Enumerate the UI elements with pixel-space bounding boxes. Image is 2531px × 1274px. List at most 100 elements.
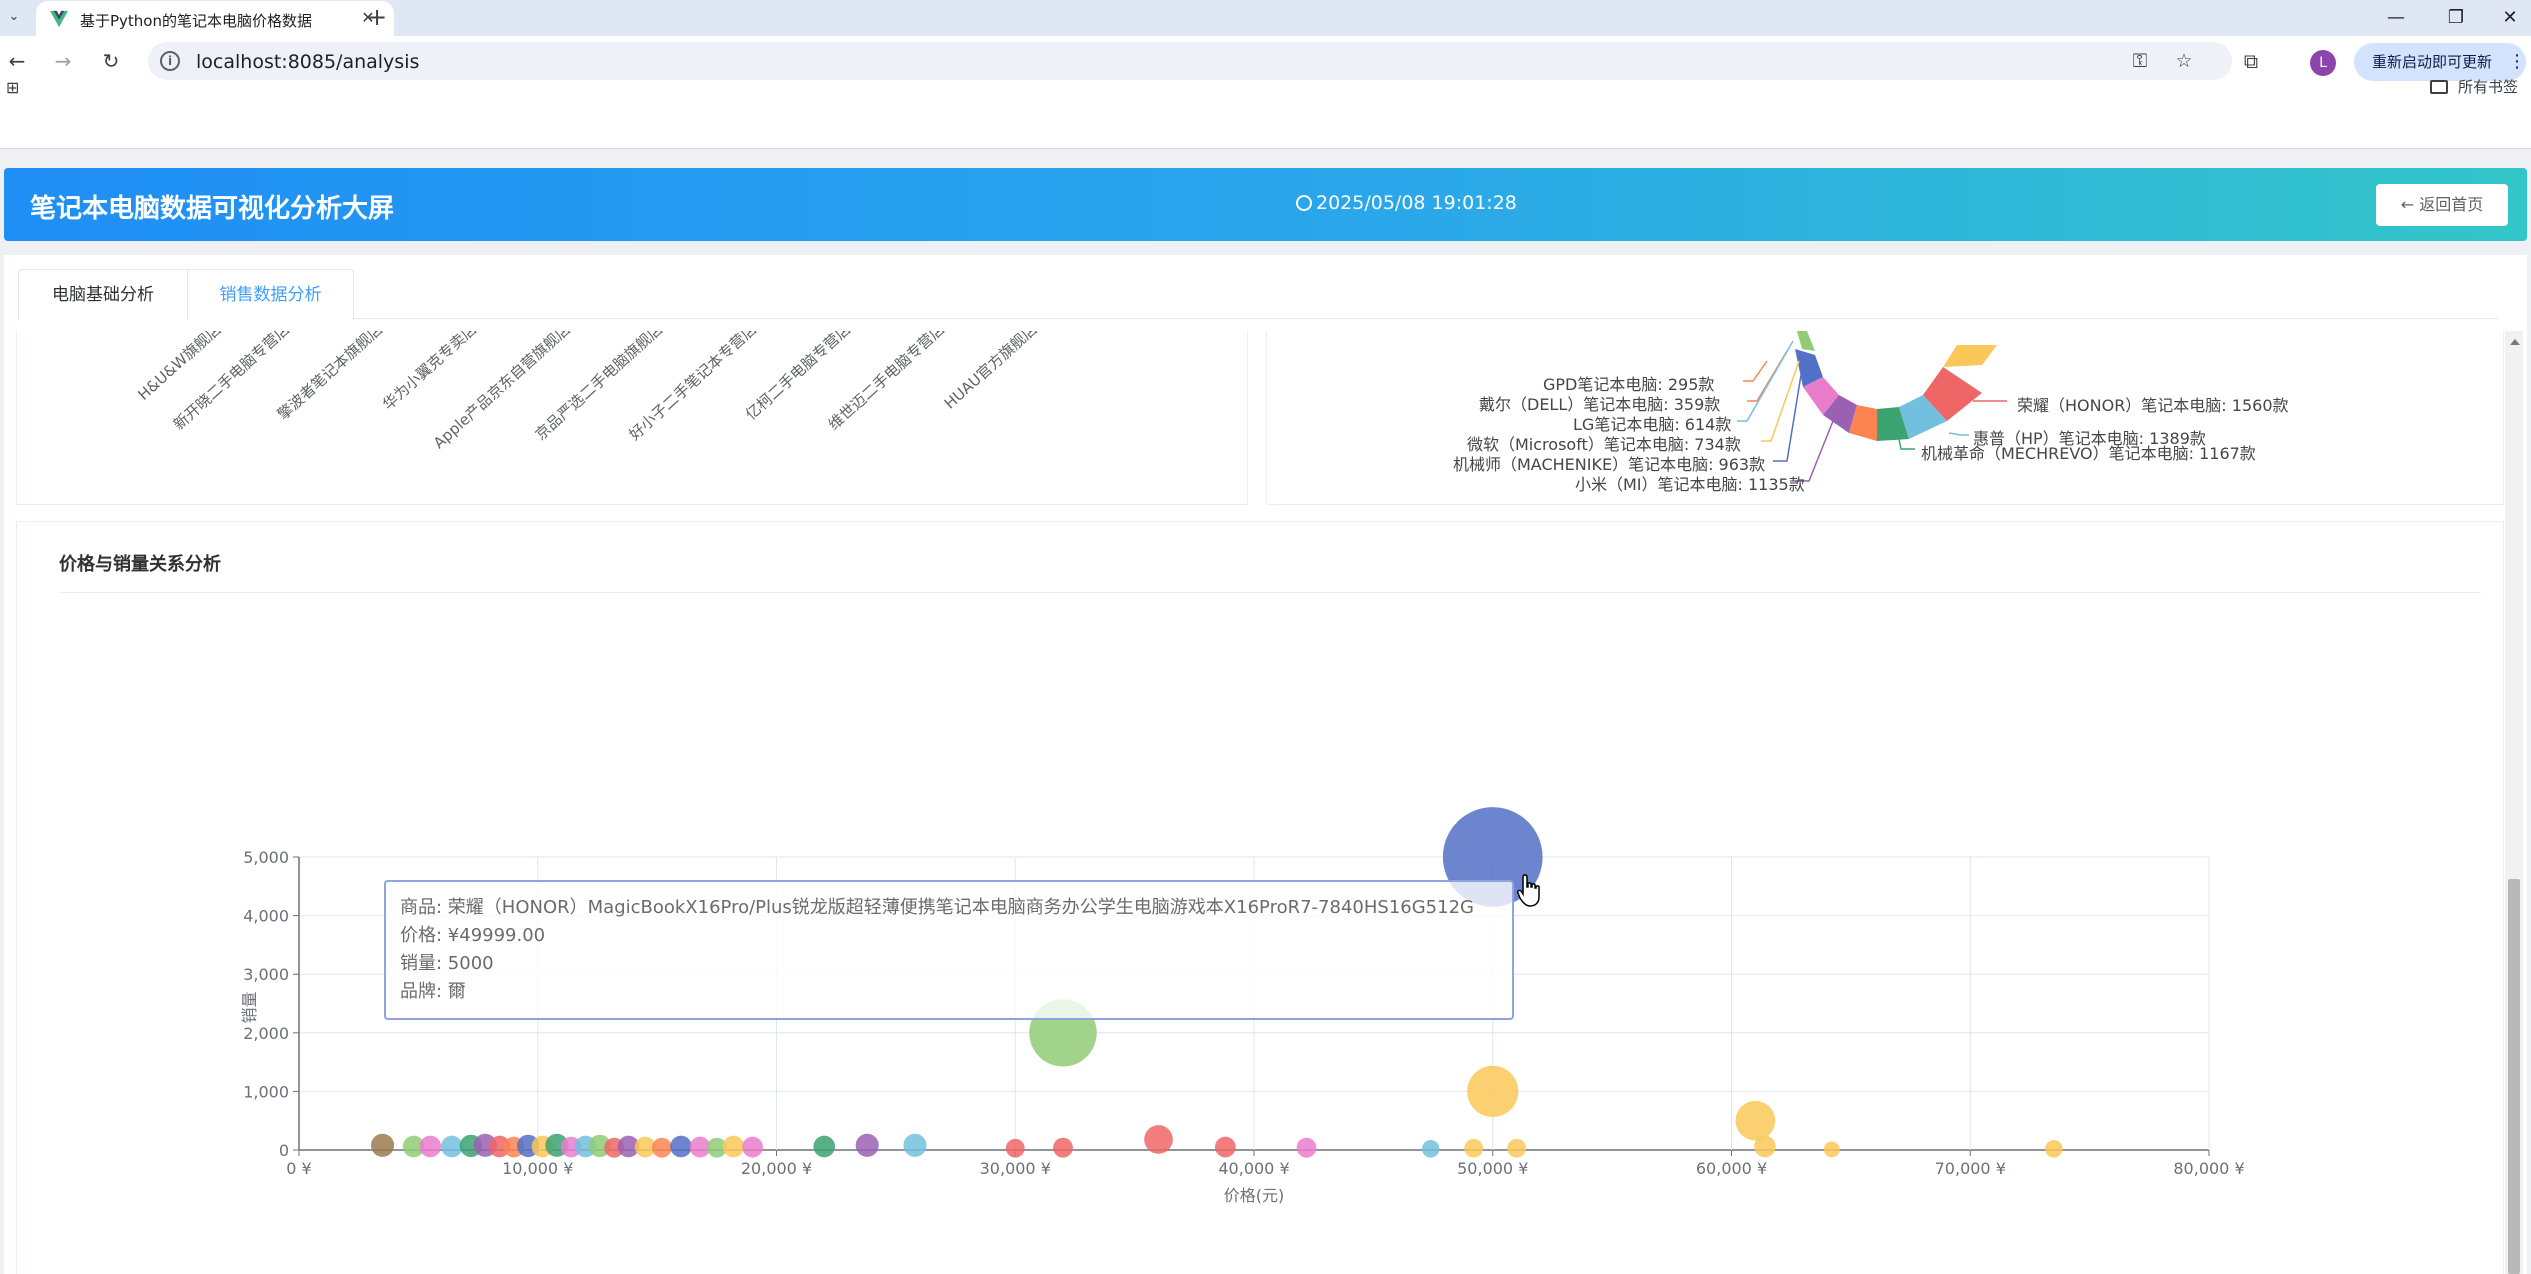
page-title: 笔记本电脑数据可视化分析大屏	[30, 194, 395, 224]
chart-tooltip: 商品: 荣耀（HONOR）MagicBookX16Pro/Plus锐龙版超轻薄便…	[384, 880, 1514, 1020]
scatter-point	[1296, 1137, 1317, 1158]
pie-label-microsoft: 微软（Microsoft）笔记本电脑: 734款	[1467, 435, 1741, 454]
leader-line	[1773, 374, 1802, 462]
scatter-point	[1214, 1136, 1236, 1158]
y-tick-label: 0	[279, 1141, 289, 1160]
pie-label-honor: 荣耀（HONOR）笔记本电脑: 1560款	[2017, 396, 2289, 415]
scatter-point	[402, 1135, 425, 1158]
chevron-down-icon[interactable]: ⌄	[8, 9, 20, 24]
x-tick-label: 60,000 ¥	[1696, 1159, 1767, 1178]
tooltip-sales: 销量: 5000	[400, 953, 494, 974]
scatter-point	[1823, 1141, 1840, 1158]
scatter-point	[2045, 1140, 2063, 1158]
back-icon[interactable]: ←	[8, 49, 26, 73]
scatter-point	[689, 1136, 711, 1158]
scatter-point	[855, 1133, 879, 1157]
brand-pie-chart	[1737, 331, 2007, 482]
apps-grid-icon[interactable]: ⊞	[6, 78, 20, 97]
x-tick-label: 50,000 ¥	[1457, 1159, 1528, 1178]
plus-icon[interactable]: +	[366, 3, 388, 31]
restore-icon[interactable]: ❐	[2447, 7, 2465, 28]
analysis-tabs: 电脑基础分析 销售数据分析	[18, 269, 2498, 320]
scatter-point	[1053, 1137, 1073, 1158]
chrome-divider	[0, 148, 2531, 149]
url-text[interactable]: localhost:8085/analysis	[196, 51, 420, 73]
extensions-icon[interactable]: ⧉	[2243, 49, 2259, 73]
brand-pie-card: GPD笔记本电脑: 295款 戴尔（DELL）笔记本电脑: 359款 LG笔记本…	[1266, 331, 2504, 505]
y-tick-label: 3,000	[243, 965, 289, 984]
leader-line	[1898, 438, 1915, 450]
scatter-point	[903, 1133, 927, 1157]
dashboard-header: 笔记本电脑数据可视化分析大屏 2025/05/08 19:01:28 ← 返回首…	[4, 168, 2527, 241]
browser-tab-bar: ⌄ 基于Python的笔记本电脑价格数据 ✕ + — ❐ ✕	[0, 0, 2531, 36]
pie-label-machenike: 机械师（MACHENIKE）笔记本电脑: 963款	[1453, 455, 1766, 474]
info-icon[interactable]: i	[160, 51, 180, 71]
scatter-point	[706, 1137, 727, 1158]
pie-label-mechrevo: 机械革命（MECHREVO）笔记本电脑: 1167款	[1921, 444, 2256, 463]
scatter-point	[651, 1137, 672, 1158]
x-tick-label: 10,000 ¥	[502, 1159, 573, 1178]
back-home-button[interactable]: ← 返回首页	[2376, 184, 2508, 226]
shop-chart-card: H&U&W旗舰店 新开晓二手电脑专营店 擎波者笔记本旗舰店 华为小翼克专卖店 A…	[16, 331, 1248, 505]
x-tick-label: 20,000 ¥	[741, 1159, 812, 1178]
scatter-point	[722, 1135, 745, 1158]
minimize-icon[interactable]: —	[2387, 7, 2405, 28]
leader-line	[1761, 360, 1800, 442]
scrollbar-thumb[interactable]	[2508, 879, 2520, 1274]
x-tick-label: 80,000 ¥	[2173, 1159, 2244, 1178]
tab-sales-analysis[interactable]: 销售数据分析	[187, 269, 354, 320]
tooltip-price: 价格: ¥49999.00	[400, 925, 546, 946]
pie-label-lg: LG笔记本电脑: 614款	[1573, 415, 1732, 434]
y-tick-label: 5,000	[243, 848, 289, 867]
pie-slice-gpd	[1797, 331, 1815, 351]
close-window-icon[interactable]: ✕	[2502, 7, 2518, 28]
browser-tab[interactable]: 基于Python的笔记本电脑价格数据 ✕	[36, 1, 394, 36]
y-tick-label: 1,000	[243, 1082, 289, 1101]
card-divider	[59, 592, 2481, 593]
pie-label-hp: 惠普（HP）笔记本电脑: 1389款	[1973, 429, 2206, 448]
star-icon[interactable]: ☆	[2175, 50, 2193, 72]
scroll-up-arrow-icon[interactable]	[2510, 339, 2520, 345]
leader-line	[1737, 340, 1794, 422]
password-key-icon[interactable]: ⚿	[2132, 50, 2148, 72]
leader-line	[1795, 420, 1834, 482]
scatter-point	[1735, 1100, 1776, 1141]
reload-icon[interactable]: ↻	[102, 49, 120, 73]
y-tick-label: 2,000	[243, 1024, 289, 1043]
x-axis-label: 价格(元)	[1224, 1186, 1285, 1205]
update-button[interactable]: 重新启动即可更新 ⋮	[2354, 43, 2526, 81]
y-axis-label: 销量	[240, 991, 259, 1023]
scatter-point	[617, 1135, 640, 1158]
pie-slice-hp	[1899, 395, 1947, 439]
scatter-point	[742, 1136, 764, 1158]
scatter-point	[813, 1135, 836, 1158]
close-icon[interactable]: ✕	[361, 8, 375, 27]
scatter-point	[670, 1135, 692, 1158]
more-vert-icon[interactable]: ⋮	[2508, 51, 2526, 72]
tab-title: 基于Python的笔记本电脑价格数据	[80, 12, 312, 30]
address-bar[interactable]: i localhost:8085/analysis ⚿ ☆	[148, 42, 2232, 80]
hand-cursor-icon	[1517, 874, 1540, 907]
leader-line	[1743, 360, 1768, 382]
x-tick-label: 40,000 ¥	[1218, 1159, 1289, 1178]
x-tick-label: 30,000 ¥	[980, 1159, 1051, 1178]
clock-icon	[1296, 195, 1312, 211]
scatter-point	[1421, 1140, 1440, 1158]
avatar[interactable]: L	[2310, 50, 2336, 76]
all-bookmarks[interactable]: 所有书签	[2430, 76, 2518, 97]
pie-slice-mechrevo	[1877, 407, 1909, 441]
scatter-point	[371, 1133, 395, 1157]
card-title: 价格与销量关系分析	[59, 554, 221, 575]
page: 笔记本电脑数据可视化分析大屏 2025/05/08 19:01:28 ← 返回首…	[0, 149, 2531, 1274]
x-tick-label: 70,000 ¥	[1935, 1159, 2006, 1178]
forward-icon[interactable]: →	[54, 49, 72, 73]
pie-label-dell: 戴尔（DELL）笔记本电脑: 359款	[1479, 395, 1721, 414]
tab-basic-analysis[interactable]: 电脑基础分析	[18, 269, 188, 320]
scatter-point	[419, 1135, 442, 1158]
pie-slice-honor	[1923, 367, 1982, 421]
tooltip-brand: 品牌: 爾	[400, 981, 466, 1002]
price-sales-scatter-chart: 0 1,000 2,000 3,000 4,000 5,000 0 ¥ 10,000 ¥ 20,…	[240, 807, 2245, 1205]
folder-icon	[2430, 80, 2448, 94]
pie-label-mi: 小米（MI）笔记本电脑: 1135款	[1575, 475, 1805, 494]
scatter-point	[440, 1135, 463, 1158]
